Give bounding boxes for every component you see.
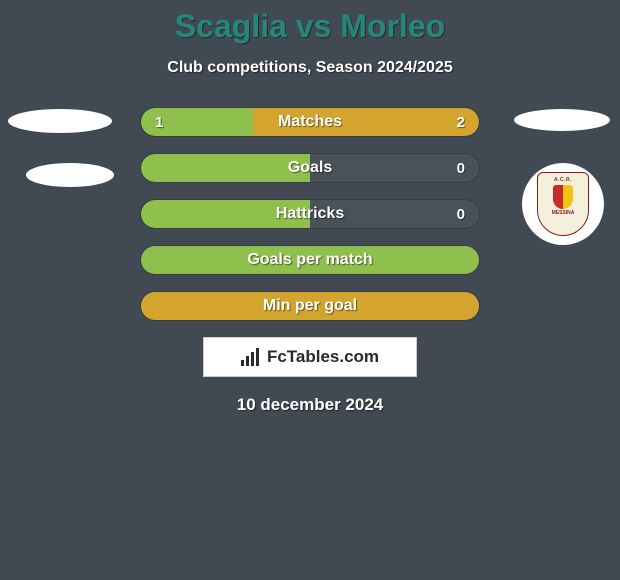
player-right-club-logo: A.C.R. MESSINA — [522, 163, 604, 245]
player-right-badge-1 — [514, 109, 610, 131]
stat-bars: 12Matches 0Goals 0Hattricks Goals per match… — [140, 107, 480, 321]
stat-bar: Min per goal — [140, 291, 480, 321]
stat-label: Hattricks — [141, 200, 479, 228]
stat-label: Min per goal — [141, 292, 479, 320]
stat-label: Goals per match — [141, 246, 479, 274]
stat-bar: Goals per match — [140, 245, 480, 275]
club-logo-top: A.C.R. — [554, 177, 572, 183]
club-shield-icon — [553, 185, 573, 209]
subtitle: Club competitions, Season 2024/2025 — [0, 59, 620, 77]
club-logo-name: MESSINA — [552, 210, 575, 216]
stat-label: Goals — [141, 154, 479, 182]
player-left-badge-1 — [8, 109, 112, 133]
bars-icon — [241, 348, 263, 366]
stat-label: Matches — [141, 108, 479, 136]
fctables-logo[interactable]: FcTables.com — [203, 337, 417, 377]
stat-bar: 0Goals — [140, 153, 480, 183]
messina-logo: A.C.R. MESSINA — [537, 172, 589, 236]
stat-bar: 12Matches — [140, 107, 480, 137]
comparison-card: Scaglia vs Morleo Club competitions, Sea… — [0, 0, 620, 415]
date-text: 10 december 2024 — [0, 395, 620, 415]
stat-bar: 0Hattricks — [140, 199, 480, 229]
player-left-badge-2 — [26, 163, 114, 187]
stats-area: A.C.R. MESSINA 12Matches 0Goals 0Hattricks… — [0, 107, 620, 415]
page-title: Scaglia vs Morleo — [0, 8, 620, 45]
brand-text: FcTables.com — [267, 347, 379, 367]
